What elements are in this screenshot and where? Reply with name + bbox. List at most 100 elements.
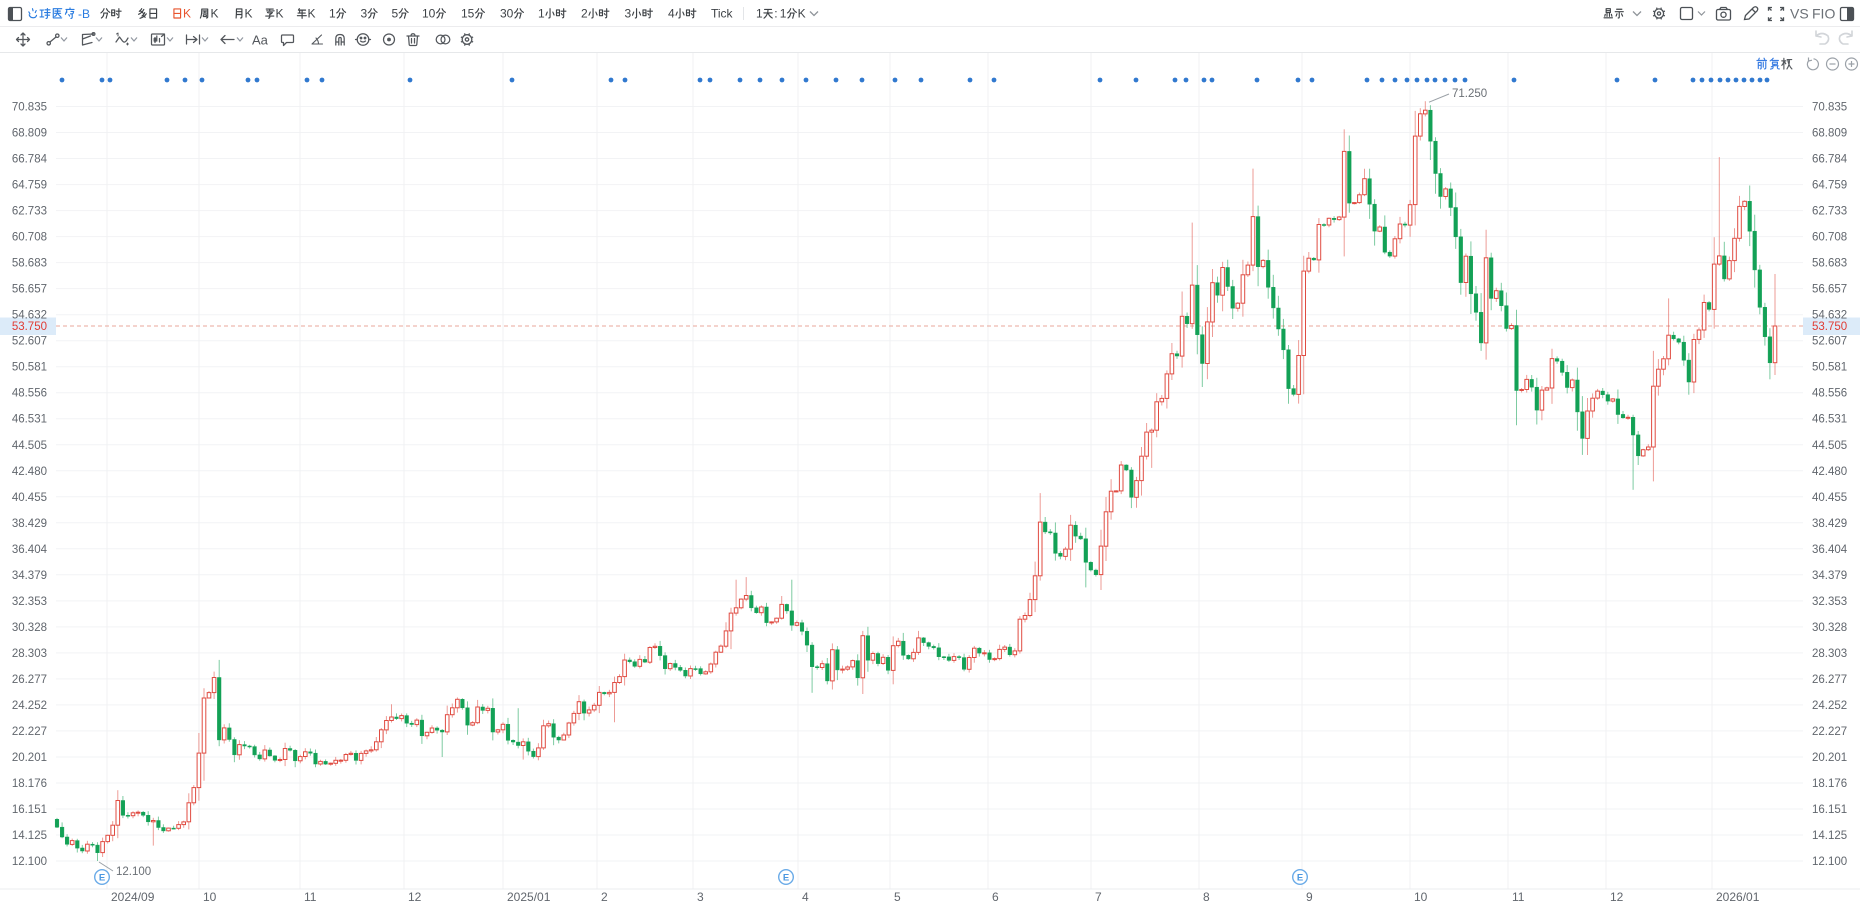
- svg-text:16.151: 16.151: [12, 804, 47, 816]
- svg-text:2025/01: 2025/01: [507, 890, 551, 904]
- svg-text:FIO: FIO: [1812, 6, 1835, 22]
- svg-text:14.125: 14.125: [1812, 830, 1847, 842]
- svg-text:24.252: 24.252: [1812, 700, 1847, 712]
- svg-text:K: K: [183, 7, 191, 21]
- svg-text:9: 9: [1306, 890, 1313, 904]
- svg-text:12.100: 12.100: [1812, 856, 1847, 868]
- svg-text:10: 10: [203, 890, 217, 904]
- svg-text:15: 15: [461, 7, 475, 21]
- svg-text:60.708: 60.708: [12, 232, 47, 244]
- svg-text:12: 12: [1610, 890, 1624, 904]
- svg-text:K: K: [276, 7, 284, 21]
- svg-text:3: 3: [625, 7, 632, 21]
- svg-text:60.708: 60.708: [1812, 232, 1847, 244]
- svg-text:53.750: 53.750: [12, 321, 47, 333]
- svg-text:10: 10: [422, 7, 436, 21]
- svg-text:3: 3: [697, 890, 704, 904]
- svg-text:VS: VS: [1790, 6, 1809, 22]
- svg-text:26.277: 26.277: [12, 674, 47, 686]
- svg-text:22.227: 22.227: [1812, 726, 1847, 738]
- svg-text:46.531: 46.531: [12, 414, 47, 426]
- svg-text:58.683: 58.683: [12, 258, 47, 270]
- svg-text:12.100: 12.100: [116, 866, 151, 878]
- svg-text:K: K: [245, 7, 253, 21]
- svg-text:-B: -B: [78, 7, 90, 21]
- svg-text:4: 4: [802, 890, 809, 904]
- svg-text:68.809: 68.809: [1812, 128, 1847, 140]
- svg-text:Tick: Tick: [711, 7, 734, 21]
- svg-text:42.480: 42.480: [1812, 466, 1847, 478]
- svg-text:28.303: 28.303: [1812, 648, 1847, 660]
- svg-text:71.250: 71.250: [1452, 88, 1487, 100]
- svg-text:34.379: 34.379: [12, 570, 47, 582]
- svg-text:E: E: [1297, 872, 1303, 883]
- svg-text:16.151: 16.151: [1812, 804, 1847, 816]
- svg-text:70.835: 70.835: [1812, 102, 1847, 114]
- svg-text:30.328: 30.328: [12, 622, 47, 634]
- svg-text:30: 30: [500, 7, 514, 21]
- svg-text:5: 5: [894, 890, 901, 904]
- svg-text:32.353: 32.353: [12, 596, 47, 608]
- svg-text:38.429: 38.429: [1812, 518, 1847, 530]
- svg-text:46.531: 46.531: [1812, 414, 1847, 426]
- svg-text:11: 11: [304, 890, 317, 904]
- svg-text:64.759: 64.759: [1812, 180, 1847, 192]
- svg-text:5: 5: [392, 7, 399, 21]
- svg-text:40.455: 40.455: [1812, 492, 1847, 504]
- svg-text:30.328: 30.328: [1812, 622, 1847, 634]
- svg-text:36.404: 36.404: [1812, 544, 1848, 556]
- svg-text:58.683: 58.683: [1812, 258, 1847, 270]
- svg-text:20.201: 20.201: [12, 752, 47, 764]
- svg-text:4: 4: [668, 7, 675, 21]
- svg-text:56.657: 56.657: [12, 284, 47, 296]
- svg-text:3: 3: [361, 7, 368, 21]
- svg-text:E: E: [99, 872, 105, 883]
- svg-text:18.176: 18.176: [12, 778, 47, 790]
- svg-text:28.303: 28.303: [12, 648, 47, 660]
- svg-text:52.607: 52.607: [1812, 336, 1847, 348]
- svg-text:52.607: 52.607: [12, 336, 47, 348]
- svg-text:8: 8: [1203, 890, 1210, 904]
- svg-text:18.176: 18.176: [1812, 778, 1847, 790]
- svg-text::: :: [774, 7, 777, 21]
- svg-text:32.353: 32.353: [1812, 596, 1847, 608]
- svg-text:20.201: 20.201: [1812, 752, 1847, 764]
- svg-text:K: K: [798, 7, 806, 21]
- svg-text:1: 1: [538, 7, 545, 21]
- svg-text:12: 12: [408, 890, 422, 904]
- svg-text:K: K: [211, 7, 219, 21]
- svg-text:64.759: 64.759: [12, 180, 47, 192]
- svg-text:7: 7: [1095, 890, 1102, 904]
- svg-text:62.733: 62.733: [12, 206, 47, 218]
- svg-text:26.277: 26.277: [1812, 674, 1847, 686]
- svg-text:38.429: 38.429: [12, 518, 47, 530]
- svg-text:2: 2: [581, 7, 588, 21]
- svg-text:62.733: 62.733: [1812, 206, 1847, 218]
- svg-text:36.404: 36.404: [12, 544, 48, 556]
- svg-text:2: 2: [601, 890, 608, 904]
- svg-text:44.505: 44.505: [1812, 440, 1847, 452]
- svg-text:E: E: [783, 872, 789, 883]
- svg-text:54.632: 54.632: [12, 310, 47, 322]
- svg-text:48.556: 48.556: [12, 388, 47, 400]
- svg-text:11: 11: [1512, 890, 1525, 904]
- svg-text:22.227: 22.227: [12, 726, 47, 738]
- svg-text:24.252: 24.252: [12, 700, 47, 712]
- svg-text:2024/09: 2024/09: [111, 890, 155, 904]
- svg-text:14.125: 14.125: [12, 830, 47, 842]
- svg-text:Aa: Aa: [252, 33, 269, 48]
- svg-text:54.632: 54.632: [1812, 310, 1847, 322]
- svg-text:50.581: 50.581: [1812, 362, 1847, 374]
- svg-text:66.784: 66.784: [1812, 154, 1848, 166]
- svg-text:68.809: 68.809: [12, 128, 47, 140]
- svg-text:56.657: 56.657: [1812, 284, 1847, 296]
- svg-text:12.100: 12.100: [12, 856, 47, 868]
- svg-text:34.379: 34.379: [1812, 570, 1847, 582]
- svg-text:44.505: 44.505: [12, 440, 47, 452]
- svg-text:1: 1: [756, 7, 763, 21]
- svg-text:50.581: 50.581: [12, 362, 47, 374]
- svg-text:K: K: [308, 7, 316, 21]
- svg-text:40.455: 40.455: [12, 492, 47, 504]
- svg-text:6: 6: [992, 890, 999, 904]
- svg-text:42.480: 42.480: [12, 466, 47, 478]
